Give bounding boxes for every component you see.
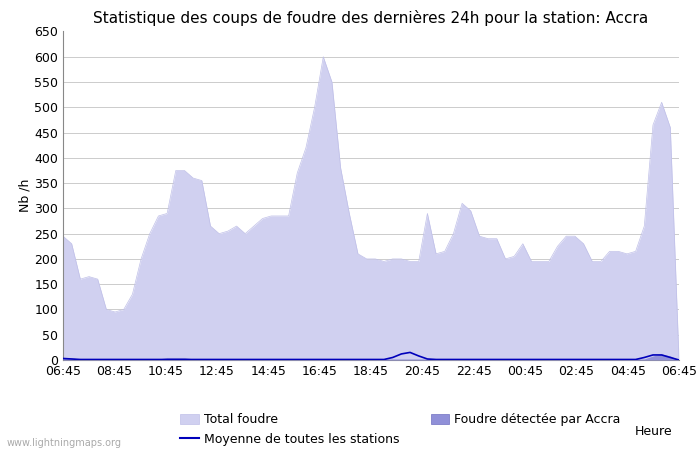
Text: Heure: Heure bbox=[634, 425, 672, 438]
Text: www.lightningmaps.org: www.lightningmaps.org bbox=[7, 438, 122, 448]
Y-axis label: Nb /h: Nb /h bbox=[18, 179, 32, 212]
Title: Statistique des coups de foudre des dernières 24h pour la station: Accra: Statistique des coups de foudre des dern… bbox=[93, 10, 649, 26]
Legend: Total foudre, Moyenne de toutes les stations, Foudre détectée par Accra: Total foudre, Moyenne de toutes les stat… bbox=[180, 414, 621, 446]
